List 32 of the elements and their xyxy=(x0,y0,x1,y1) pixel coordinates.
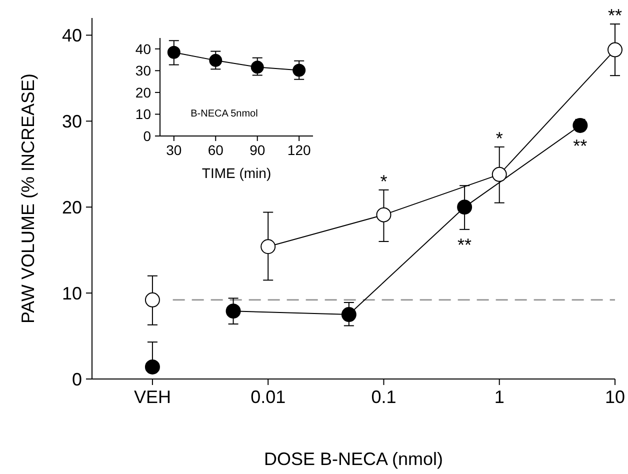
x-tick-label: 0.01 xyxy=(250,387,286,407)
x-tick-label: VEH xyxy=(134,387,171,407)
y-axis-title: PAW VOLUME (% INCREASE) xyxy=(18,73,38,324)
annotation: * xyxy=(380,172,388,192)
y-tick-label: 0 xyxy=(143,128,152,144)
y-tick-label: 40 xyxy=(135,40,152,57)
x-axis-title: TIME (min) xyxy=(202,165,272,181)
x-tick-label: 1 xyxy=(494,387,504,407)
y-tick-label: 0 xyxy=(72,369,82,390)
annotation: ** xyxy=(458,234,472,255)
annotation: ** xyxy=(608,6,622,26)
x-tick-label: 0.1 xyxy=(371,387,396,407)
y-tick-label: 30 xyxy=(135,62,152,79)
annotation: * xyxy=(496,128,503,149)
point xyxy=(250,60,264,74)
x-tick-label: 10 xyxy=(604,387,626,407)
y-tick-label: 20 xyxy=(62,197,82,218)
annotation: ** xyxy=(573,136,588,156)
x-tick-label: 60 xyxy=(208,142,224,158)
point xyxy=(167,46,180,59)
point xyxy=(292,64,306,77)
x-tick-label: 90 xyxy=(250,142,266,158)
x-axis-title: DOSE B-NECA (nmol) xyxy=(264,449,444,469)
y-tick-label: 10 xyxy=(135,106,152,122)
point xyxy=(209,54,222,67)
y-tick-label: 20 xyxy=(135,84,152,100)
y-tick-label: 40 xyxy=(62,25,82,46)
y-tick-label: 30 xyxy=(62,111,82,132)
x-tick-label: 30 xyxy=(166,142,182,158)
x-tick-label: 120 xyxy=(287,142,311,158)
y-tick-label: 10 xyxy=(62,283,82,304)
annotation: B-NECA 5nmol xyxy=(190,108,258,120)
